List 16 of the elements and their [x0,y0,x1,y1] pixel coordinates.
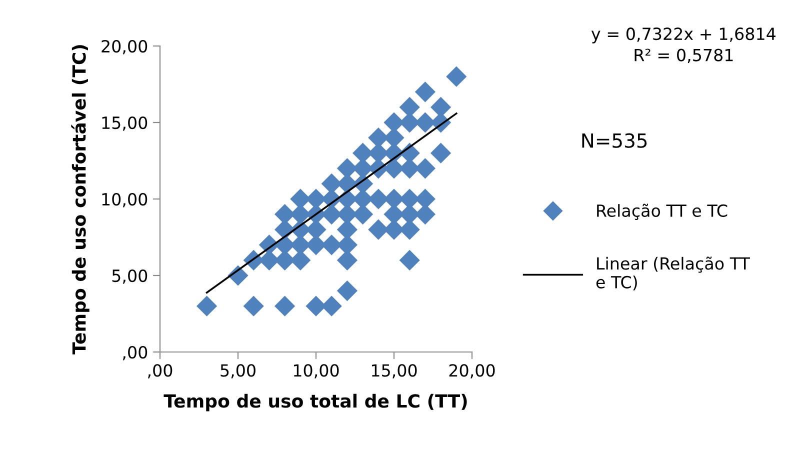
y-tick-label: 20,00 [102,40,148,54]
y-tick-label: 10,00 [102,192,148,208]
text: N=535 [582,133,647,148]
legend-label: Linear (Relação TT e TC) [596,256,750,290]
y-tick-label: ,00 [122,346,148,360]
x-tick-label: 15,00 [372,364,417,378]
x-tick-label: ,00 [148,364,172,378]
y-tick-label: 5,00 [112,269,148,284]
x-axis-title: Tempo de uso total de LC (TT) [164,394,467,412]
x-tick-label: 5,00 [220,364,256,378]
x-tick-label: 20,00 [449,364,495,378]
text: y = 0,7322x + 1,6814 R² = 0,5781 [591,28,776,64]
y-tick-label: 15,00 [102,116,148,131]
x-tick-label: 10,00 [294,364,339,378]
y-axis-title: Tempo de uso confortável (TC) [71,45,90,354]
legend-label: Relação TT e TC [597,204,728,220]
